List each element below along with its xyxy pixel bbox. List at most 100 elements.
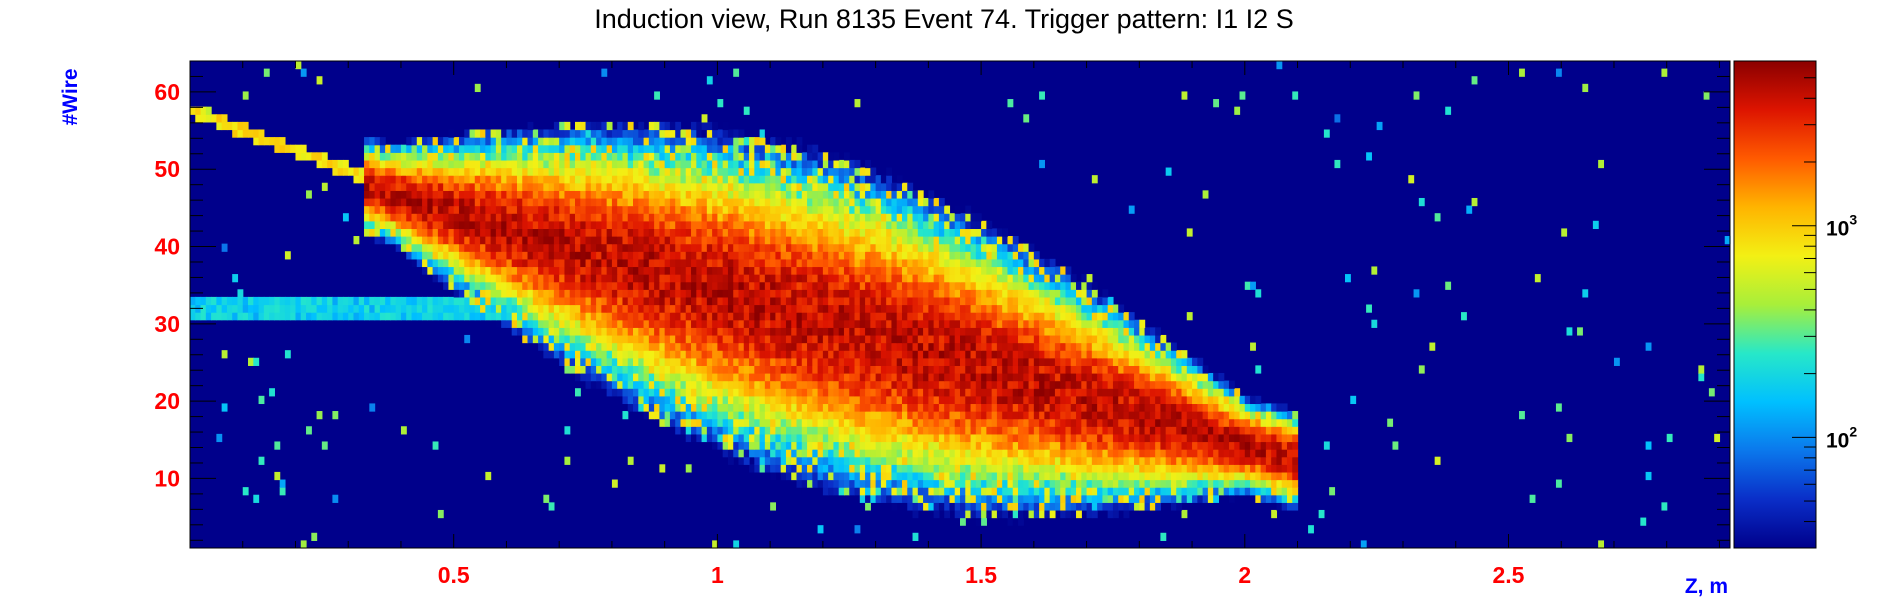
heatmap-cell	[912, 365, 919, 374]
heatmap-cell	[865, 372, 871, 382]
heatmap-cell	[1065, 456, 1072, 465]
heatmap-cell	[1070, 395, 1077, 405]
heatmap-cell	[801, 327, 808, 336]
heatmap-cell	[242, 304, 249, 313]
heatmap-cell	[733, 334, 740, 344]
heatmap-cell	[564, 197, 571, 207]
heatmap-cell	[596, 236, 602, 245]
heatmap-cell	[944, 220, 951, 230]
heatmap-cell	[596, 274, 602, 283]
heatmap-cell	[527, 243, 534, 252]
heatmap-cell	[986, 411, 993, 420]
heatmap-cell	[1260, 479, 1267, 488]
heatmap-cell	[749, 197, 755, 207]
heatmap-cell	[622, 388, 629, 397]
heatmap-cell	[701, 319, 708, 328]
heatmap-cell	[743, 433, 750, 443]
heatmap-cell	[1039, 464, 1045, 473]
heatmap-cell	[1186, 312, 1193, 321]
heatmap-cell	[543, 319, 550, 328]
heatmap-cell	[807, 334, 813, 344]
heatmap-cell	[1054, 319, 1061, 328]
heatmap-cell	[1234, 456, 1241, 465]
heatmap-cell	[954, 312, 961, 321]
heatmap-cell	[891, 411, 898, 420]
heatmap-cell	[896, 380, 903, 389]
heatmap-cell	[886, 266, 893, 275]
heatmap-cell	[960, 517, 966, 526]
heatmap-cell	[464, 289, 471, 298]
heatmap-cell	[1039, 418, 1045, 427]
heatmap-cell	[996, 479, 1003, 488]
heatmap-cell	[917, 365, 924, 374]
heatmap-cell	[611, 228, 618, 237]
heatmap-cell	[1023, 487, 1030, 496]
heatmap-cell	[944, 372, 951, 382]
heatmap-cell	[949, 243, 956, 252]
heatmap-cell	[975, 502, 982, 511]
heatmap-cell	[696, 426, 703, 435]
heatmap-cell	[722, 220, 729, 230]
heatmap-cell	[1234, 479, 1241, 488]
heatmap-cell	[1054, 342, 1061, 351]
heatmap-cell	[743, 266, 750, 275]
heatmap-cell	[1118, 327, 1125, 336]
heatmap-cell	[1091, 471, 1098, 481]
heatmap-cell	[801, 479, 808, 488]
heatmap-cell	[785, 327, 792, 336]
heatmap-cell	[970, 494, 977, 503]
heatmap-cell	[538, 236, 544, 245]
heatmap-cell	[706, 205, 713, 214]
heatmap-cell	[859, 403, 866, 412]
heatmap-cell	[648, 251, 655, 260]
heatmap-cell	[981, 342, 987, 351]
heatmap-cell	[1007, 411, 1014, 420]
heatmap-cell	[912, 334, 919, 344]
heatmap-cell	[764, 433, 771, 443]
heatmap-cell	[1039, 479, 1045, 488]
heatmap-cell	[1118, 319, 1125, 328]
heatmap-cell	[970, 228, 977, 237]
heatmap-cell	[807, 471, 813, 481]
heatmap-cell	[538, 243, 544, 252]
heatmap-cell	[284, 350, 291, 359]
heatmap-cell	[796, 380, 803, 389]
heatmap-cell	[822, 281, 829, 290]
heatmap-cell	[664, 197, 671, 207]
heatmap-cell	[1107, 304, 1114, 313]
heatmap-cell	[733, 220, 740, 230]
heatmap-cell	[986, 403, 993, 412]
heatmap-cell	[991, 251, 998, 260]
heatmap-cell	[1176, 479, 1183, 488]
heatmap-cell	[680, 289, 687, 298]
heatmap-cell	[1139, 365, 1146, 374]
heatmap-cell	[1102, 456, 1109, 465]
heatmap-cell	[596, 342, 602, 351]
heatmap-cell	[622, 281, 629, 290]
heatmap-cell	[743, 281, 750, 290]
heatmap-cell	[627, 395, 634, 405]
heatmap-cell	[954, 388, 961, 397]
heatmap-cell	[949, 479, 956, 488]
heatmap-cell	[712, 197, 718, 207]
heatmap-cell	[648, 395, 655, 405]
heatmap-cell	[1192, 411, 1198, 420]
heatmap-cell	[928, 502, 935, 511]
heatmap-cell	[654, 312, 660, 321]
heatmap-cell	[870, 395, 877, 405]
heatmap-cell	[996, 357, 1003, 366]
heatmap-cell	[1039, 494, 1045, 503]
heatmap-cell	[901, 327, 908, 336]
heatmap-cell	[1081, 441, 1088, 450]
heatmap-cell	[933, 213, 940, 222]
heatmap-cell	[559, 266, 566, 275]
heatmap-cell	[807, 449, 813, 458]
heatmap-cell	[306, 304, 312, 313]
heatmap-cell	[1049, 426, 1056, 435]
heatmap-cell	[822, 220, 829, 230]
heatmap-cell	[838, 456, 845, 465]
heatmap-cell	[928, 220, 935, 230]
heatmap-cell	[680, 395, 687, 405]
heatmap-cell	[770, 342, 777, 351]
heatmap-cell	[691, 319, 697, 328]
